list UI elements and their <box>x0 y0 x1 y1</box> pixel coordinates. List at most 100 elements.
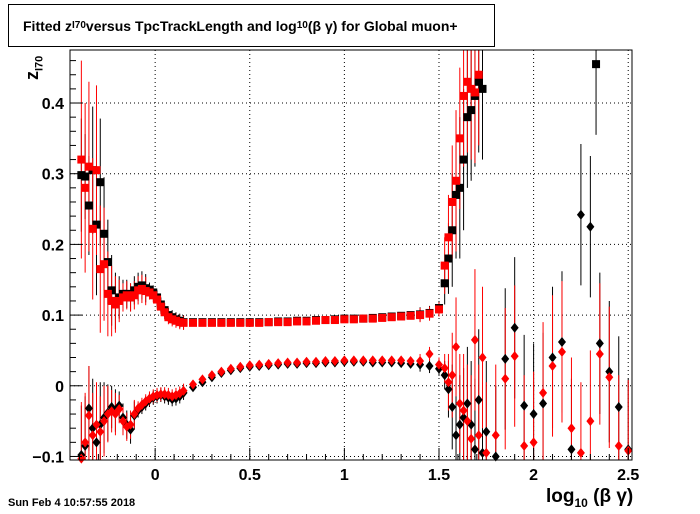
xlabel-sub: 10 <box>574 495 588 510</box>
data-point-diamond <box>311 356 320 367</box>
data-point-square <box>416 311 425 320</box>
data-point-square <box>387 313 396 322</box>
data-point-diamond <box>245 360 254 371</box>
data-point-diamond <box>529 437 538 448</box>
data-point-diamond <box>81 437 90 448</box>
data-point-diamond <box>470 444 479 455</box>
ylabel-sub: I70 <box>33 55 46 71</box>
data-point-diamond <box>84 403 93 414</box>
data-point-diamond <box>100 416 109 427</box>
y-tick-label: 0.2 <box>42 237 64 254</box>
data-point-diamond <box>576 447 585 458</box>
data-point-square <box>302 317 311 326</box>
title-mid: versus TpcTrackLength and log <box>85 17 297 34</box>
data-point-diamond <box>510 322 519 333</box>
data-point-diamond <box>340 355 349 366</box>
data-point-square <box>440 261 449 270</box>
data-point-diamond <box>539 387 548 398</box>
y-tick-label: 0.4 <box>42 96 64 113</box>
data-point-square <box>84 201 93 210</box>
data-point-diamond <box>455 419 464 430</box>
data-point-square <box>217 318 226 327</box>
data-point-square <box>470 88 479 97</box>
data-point-square <box>274 318 283 327</box>
data-point-diamond <box>482 447 491 458</box>
data-point-diamond <box>293 357 302 368</box>
data-point-square <box>406 311 415 320</box>
data-point-square <box>463 113 472 122</box>
data-point-square <box>283 318 292 327</box>
data-point-square <box>293 317 302 326</box>
data-markers <box>77 60 633 464</box>
data-point-square <box>100 229 109 238</box>
data-point-diamond <box>557 346 566 357</box>
data-point-diamond <box>188 379 197 390</box>
data-point-square <box>444 254 453 263</box>
data-point-diamond <box>510 351 519 362</box>
y-tick-label: 0.3 <box>42 167 64 184</box>
data-point-square <box>455 134 464 143</box>
data-point-diamond <box>567 423 576 434</box>
data-point-diamond <box>387 355 396 366</box>
timestamp: Sun Feb 4 10:57:55 2018 <box>8 497 136 509</box>
y-tick-label: −0.1 <box>32 449 64 466</box>
data-point-diamond <box>501 373 510 384</box>
data-point-square <box>448 197 457 206</box>
data-point-square <box>92 166 101 175</box>
data-point-diamond <box>614 401 623 412</box>
data-point-diamond <box>440 363 449 374</box>
data-point-square <box>92 220 101 229</box>
data-point-diamond <box>467 433 476 444</box>
x-tick-label: 0.5 <box>239 467 261 484</box>
data-point-square <box>378 313 387 322</box>
data-point-diamond <box>595 348 604 359</box>
data-point-square <box>463 77 472 86</box>
data-point-diamond <box>217 366 226 377</box>
data-point-square <box>81 172 90 181</box>
title-sub2: 10 <box>296 20 308 31</box>
data-point-diamond <box>474 394 483 405</box>
data-point-square <box>459 91 468 100</box>
data-point-diamond <box>548 360 557 371</box>
data-point-diamond <box>226 363 235 374</box>
data-point-diamond <box>115 404 124 415</box>
data-point-diamond <box>283 357 292 368</box>
data-point-square <box>448 226 457 235</box>
data-point-square <box>236 318 245 327</box>
data-point-diamond <box>92 437 101 448</box>
data-point-diamond <box>255 359 264 370</box>
data-point-diamond <box>349 355 358 366</box>
data-point-diamond <box>302 356 311 367</box>
data-point-diamond <box>198 374 207 385</box>
data-point-square <box>96 265 105 274</box>
data-point-diamond <box>595 338 604 349</box>
data-point-square <box>452 190 461 199</box>
x-tick-label: 1.5 <box>428 467 450 484</box>
data-point-diamond <box>179 385 188 396</box>
data-point-diamond <box>264 358 273 369</box>
data-point-square <box>188 318 197 327</box>
chart-title: Fitted z I70 versus TpcTrackLength and lo… <box>8 4 495 47</box>
data-point-diamond <box>84 410 93 421</box>
data-point-diamond <box>557 336 566 347</box>
title-suffix: (β γ) for Global muon+ <box>307 17 458 34</box>
data-point-square <box>311 316 320 325</box>
data-point-diamond <box>548 352 557 363</box>
data-point-diamond <box>378 355 387 366</box>
data-point-diamond <box>586 416 595 427</box>
data-point-diamond <box>529 409 538 420</box>
data-point-square <box>455 183 464 192</box>
data-point-square <box>226 318 235 327</box>
data-point-square <box>156 302 165 311</box>
data-point-diamond <box>448 370 457 381</box>
data-point-diamond <box>463 398 472 409</box>
data-point-square <box>359 314 368 323</box>
data-point-square <box>264 318 273 327</box>
data-point-square <box>77 155 86 164</box>
data-point-square <box>130 291 139 300</box>
data-point-square <box>452 176 461 185</box>
data-point-square <box>425 309 434 318</box>
data-point-diamond <box>397 355 406 366</box>
data-point-square <box>459 155 468 164</box>
data-point-square <box>255 318 264 327</box>
